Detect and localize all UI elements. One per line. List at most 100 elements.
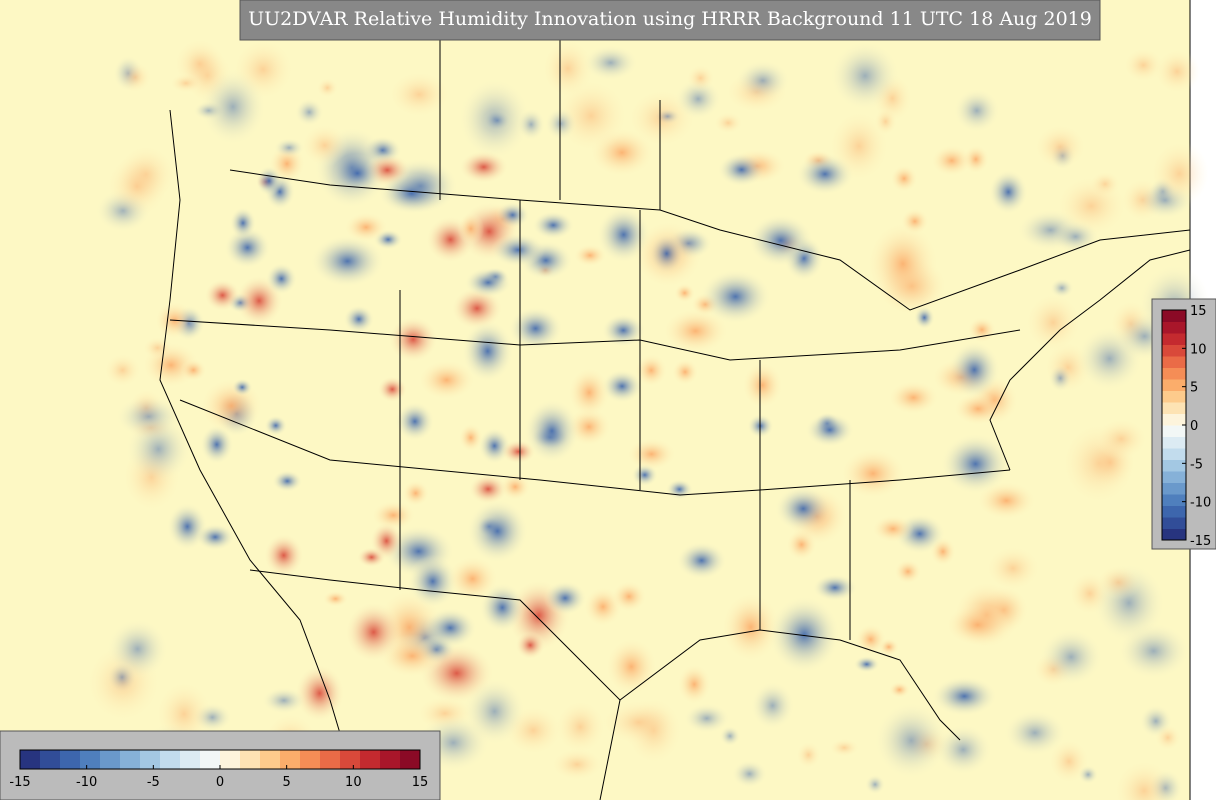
field-blob [457,212,485,245]
field-blob [568,367,611,418]
colorbar-swatch [1162,471,1186,483]
field-blob [322,590,349,608]
field-blob [495,201,530,229]
field-blob [888,681,911,699]
field-blob [721,592,781,663]
title-box [239,0,1101,41]
field-blob [463,677,526,745]
field-blob [1096,564,1142,601]
field-blob [605,637,658,696]
field-blob [683,703,730,734]
field-blob [1154,48,1200,95]
colorbar-tick-label: -5 [1190,457,1203,472]
field-blob [180,358,207,382]
field-blob [601,369,643,404]
field-blob [370,521,403,560]
field-blob [900,208,929,235]
colorbar-swatch [180,750,201,769]
field-blob [976,481,1037,520]
field-blob [686,64,715,92]
colorbar-tick-label: 5 [1190,381,1198,396]
field-blob [1033,123,1087,170]
field-blob [343,305,375,334]
colorbar-swatch [1162,436,1186,449]
field-blob [272,470,303,493]
field-blob [601,313,646,347]
field-blob [677,663,712,705]
field-blob [665,479,694,500]
field-blob [451,287,503,330]
field-blob [118,61,152,94]
colorbar-swatch [300,750,321,769]
colorbar-swatch [1162,379,1186,391]
field-blob [573,244,607,267]
colorbar-swatch [1162,459,1186,472]
field-blob [417,359,476,401]
field-blob [204,279,241,312]
colorbar-swatch [1162,356,1186,368]
field-blob [388,316,438,363]
field-blob [1154,724,1182,751]
colorbar-tick-label: -15 [9,775,30,790]
colorbar-tick-label: 0 [216,775,224,790]
colorbar-swatch [1162,333,1186,345]
field-blob [929,537,956,567]
field-blob [255,165,283,197]
field-blob [169,73,203,93]
field-blob [517,108,546,141]
field-blob [1050,278,1074,298]
field-blob [853,655,880,673]
field-blob [866,221,939,307]
field-blob [626,437,677,471]
field-blob [483,109,512,132]
colorbar-swatch [1162,528,1186,541]
field-blob [931,144,973,177]
colorbar-swatch [80,750,101,769]
colorbar-swatch [1162,448,1186,460]
field-blob [1024,292,1082,353]
colorbar-swatch [20,750,41,769]
field-blob [199,377,264,435]
field-blob [543,580,587,616]
field-blob [468,473,508,505]
field-blob [195,523,235,551]
field-blob [1094,418,1148,460]
field-blob [913,305,935,330]
field-blob [1123,47,1164,83]
field-blob [750,681,795,730]
colorbar-swatch [60,750,81,769]
colorbar-swatch [1162,310,1186,322]
field-blob [988,169,1028,215]
field-blob [402,479,430,507]
field-blob [948,341,1001,399]
field-blob [229,207,257,239]
field-blob [583,44,638,81]
colorbar-swatch [100,750,121,769]
field-blob [1077,765,1099,785]
field-blob [890,164,918,193]
colorbar-swatch [200,750,221,769]
field-blob [524,399,580,463]
field-blob [830,40,900,111]
field-blob [446,556,499,602]
colorbar-swatch [1162,482,1186,495]
field-blob [1039,628,1103,686]
colorbar-swatch [1162,505,1186,518]
field-blob [805,412,855,448]
field-blob [106,661,138,694]
field-blob [464,267,512,298]
field-blob [768,595,841,674]
field-blob [945,603,1010,647]
colorbar-swatch [280,750,301,769]
field-blob [554,699,606,754]
field-blob [611,580,647,613]
coastline [159,109,361,801]
colorbar-swatch [1162,367,1186,380]
field-blob [508,306,563,351]
field-blob [873,107,898,136]
field-blob [199,68,266,146]
field-blob [699,269,772,324]
field-blob [840,448,906,500]
field-blob [300,123,349,167]
